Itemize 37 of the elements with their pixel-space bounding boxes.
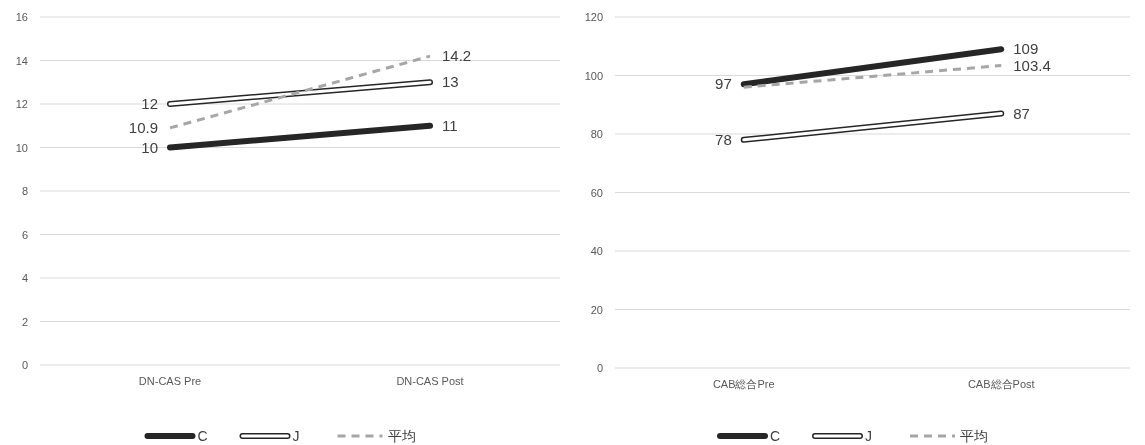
y-tick-label: 60 <box>590 186 603 199</box>
legend-label: J <box>865 428 872 444</box>
data-label: 12 <box>141 95 158 112</box>
data-label: 103.4 <box>1013 56 1051 74</box>
y-tick-label: 16 <box>15 11 28 23</box>
data-label: 87 <box>1013 104 1030 122</box>
y-tick-label: 20 <box>590 303 603 316</box>
y-tick-label: 8 <box>21 185 28 197</box>
data-label: 78 <box>715 130 732 148</box>
y-tick-label: 40 <box>590 245 603 257</box>
x-tick-label: CAB総合Pre <box>712 378 775 390</box>
data-label: 10.9 <box>128 118 158 136</box>
y-tick-label: 2 <box>21 315 28 328</box>
legend-label: J <box>292 428 300 444</box>
x-tick-label: DN-CAS Pre <box>138 375 202 387</box>
x-tick-label: DN-CAS Post <box>396 375 464 387</box>
y-tick-label: 4 <box>21 272 28 284</box>
y-tick-label: 14 <box>15 54 28 67</box>
legend-label: C <box>770 428 781 444</box>
data-label: 10 <box>141 138 158 156</box>
y-tick-label: 12 <box>15 98 28 110</box>
data-label: 14.2 <box>442 47 472 65</box>
legend-label: 平均 <box>960 428 988 444</box>
y-tick-label: 0 <box>596 362 603 374</box>
data-label: 97 <box>715 75 732 93</box>
y-tick-label: 100 <box>584 69 603 82</box>
data-label: 11 <box>442 116 458 134</box>
y-tick-label: 6 <box>21 228 28 241</box>
y-tick-label: 10 <box>15 141 28 154</box>
y-tick-label: 80 <box>590 128 603 140</box>
legend-label: C <box>197 428 208 444</box>
y-tick-label: 120 <box>584 11 603 23</box>
data-label: 13 <box>442 73 459 91</box>
y-tick-label: 0 <box>21 359 28 371</box>
data-label: 109 <box>1013 40 1039 58</box>
legend-label: 平均 <box>387 428 416 444</box>
x-tick-label: CAB総合Post <box>967 378 1035 390</box>
